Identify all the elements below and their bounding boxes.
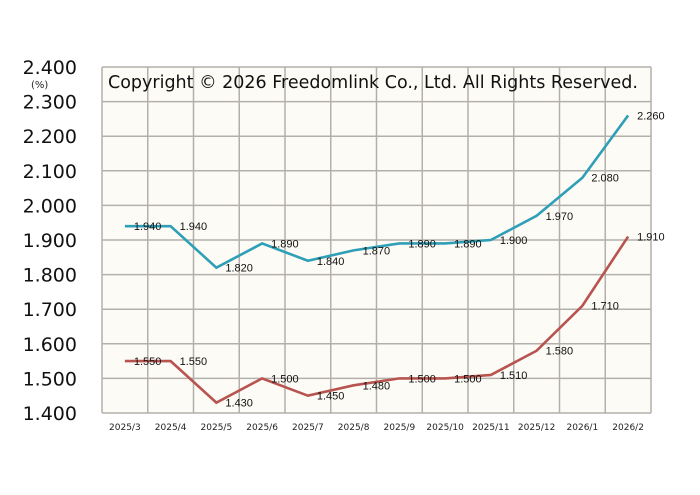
data-label: 1.890 bbox=[408, 238, 436, 250]
x-tick-label: 2026/2 bbox=[612, 423, 644, 433]
data-label: 1.970 bbox=[546, 211, 574, 223]
x-tick-label: 2025/6 bbox=[246, 423, 278, 433]
y-tick-label: 2.300 bbox=[23, 92, 77, 114]
data-label: 1.940 bbox=[134, 221, 162, 233]
data-label: 1.500 bbox=[408, 373, 436, 385]
series-group bbox=[124, 114, 630, 405]
y-tick-label: 2.200 bbox=[23, 126, 77, 148]
x-axis-ticks: 2025/3 2025/4 2025/5 2025/6 2025/7 2025/8 2025… bbox=[109, 423, 644, 433]
data-label: 1.550 bbox=[134, 356, 162, 368]
data-label: 1.480 bbox=[363, 380, 391, 392]
data-label: 1.940 bbox=[180, 221, 208, 233]
data-label: 1.450 bbox=[317, 391, 345, 403]
x-tick-label: 2025/5 bbox=[201, 423, 233, 433]
data-label: 1.510 bbox=[500, 370, 528, 382]
series-line-lower bbox=[124, 235, 630, 405]
y-tick-label: 2.000 bbox=[23, 195, 77, 217]
y-tick-label: 1.600 bbox=[23, 334, 77, 356]
data-label: 1.900 bbox=[500, 235, 528, 247]
data-label: 1.820 bbox=[225, 263, 253, 275]
y-tick-label: 1.800 bbox=[23, 265, 77, 287]
data-label: 1.580 bbox=[546, 346, 574, 358]
data-label: 1.870 bbox=[363, 245, 391, 257]
y-tick-label: 1.500 bbox=[23, 368, 77, 390]
x-tick-label: 2025/3 bbox=[109, 423, 141, 433]
data-label: 1.430 bbox=[225, 398, 253, 410]
x-tick-label: 2026/1 bbox=[567, 423, 599, 433]
data-label: 1.550 bbox=[180, 356, 208, 368]
data-label: 1.890 bbox=[454, 238, 482, 250]
y-tick-label: 1.700 bbox=[23, 299, 77, 321]
series-line-upper bbox=[124, 114, 630, 270]
data-label: 1.890 bbox=[271, 238, 299, 250]
data-label: 1.910 bbox=[637, 232, 665, 244]
y-tick-label: 1.900 bbox=[23, 230, 77, 252]
data-label: 1.840 bbox=[317, 256, 345, 268]
y-tick-label: 2.100 bbox=[23, 161, 77, 183]
x-tick-label: 2025/4 bbox=[155, 423, 187, 433]
x-tick-label: 2025/8 bbox=[338, 423, 370, 433]
data-label: 2.260 bbox=[637, 110, 665, 122]
y-axis-ticks: 1.400 1.500 1.600 1.700 1.800 1.900 2.000 2.100… bbox=[23, 57, 77, 425]
unit-label: (%) bbox=[31, 80, 48, 91]
x-tick-label: 2025/9 bbox=[384, 423, 416, 433]
data-label: 1.710 bbox=[591, 301, 619, 313]
y-tick-label: 2.400 bbox=[23, 57, 77, 79]
x-tick-label: 2025/12 bbox=[518, 423, 555, 433]
chart-title: Copyright © 2026 Freedomlink Co., Ltd. A… bbox=[108, 73, 638, 93]
data-labels: 1.940 1.940 1.820 1.890 1.840 1.870 1.890 1.890… bbox=[134, 110, 665, 409]
gridlines bbox=[101, 66, 652, 414]
data-label: 1.500 bbox=[271, 373, 299, 385]
x-tick-label: 2025/10 bbox=[426, 423, 464, 433]
data-label: 1.500 bbox=[454, 373, 482, 385]
x-tick-label: 2025/7 bbox=[292, 423, 324, 433]
data-label: 2.080 bbox=[591, 173, 619, 185]
y-tick-label: 1.400 bbox=[23, 403, 77, 425]
x-tick-label: 2025/11 bbox=[472, 423, 509, 433]
